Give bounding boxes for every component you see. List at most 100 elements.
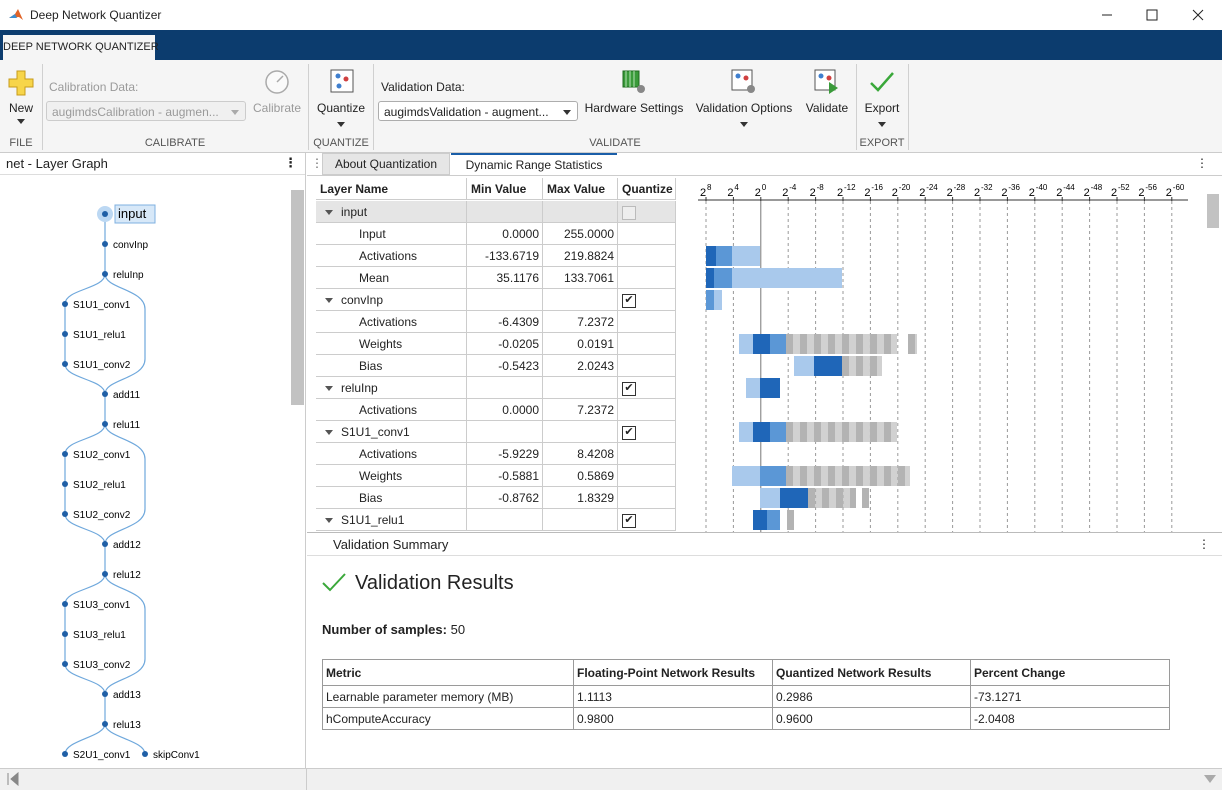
node[interactable]: [62, 481, 68, 487]
heat-cell: [807, 422, 814, 442]
heat-cell: [877, 334, 884, 354]
export-button[interactable]: Export: [864, 101, 900, 115]
heat-cell: [721, 290, 722, 310]
heat-cell: [794, 356, 801, 376]
new-button[interactable]: New: [8, 101, 33, 115]
quantize-checkbox[interactable]: ✔: [622, 514, 636, 528]
maximize[interactable]: [1146, 9, 1158, 21]
tick-exponent: 4: [734, 183, 739, 192]
node[interactable]: [102, 271, 108, 277]
node[interactable]: [102, 391, 108, 397]
node[interactable]: [62, 361, 68, 367]
layer-graph: input convInp reluInp S1U1_conv1 S1U1_relu1 S…: [62, 204, 200, 761]
quantize-button[interactable]: Quantize: [316, 101, 366, 115]
node[interactable]: [102, 241, 108, 247]
table-cell: [467, 289, 543, 311]
node[interactable]: [62, 631, 68, 637]
tab[interactable]: About Quantization: [322, 153, 450, 175]
heat-cell: [780, 488, 787, 508]
quantize-checkbox[interactable]: ✔: [622, 426, 636, 440]
heat-cell: [774, 488, 780, 508]
quantize-checkbox[interactable]: [622, 206, 636, 220]
node-label: S1U1_relu1: [73, 330, 126, 341]
heat-cell: [713, 268, 714, 288]
tick-exponent: 0: [762, 183, 767, 192]
heat-cell: [801, 356, 808, 376]
tick-base: 2: [837, 187, 843, 199]
node[interactable]: [142, 751, 148, 757]
quantize-checkbox[interactable]: ✔: [622, 294, 636, 308]
node[interactable]: [102, 571, 108, 577]
heat-cell: [815, 488, 822, 508]
tab-active[interactable]: Dynamic Range Statistics: [451, 153, 617, 175]
calibrate-button[interactable]: Calibrate: [252, 101, 302, 115]
max-value: 7.2372: [577, 315, 614, 329]
node[interactable]: [62, 601, 68, 607]
quantize-checkbox[interactable]: ✔: [622, 382, 636, 396]
heat-cell: [774, 268, 781, 288]
heat-cell: [767, 268, 774, 288]
graph-edge: [104, 423, 146, 545]
validation-data-dropdown[interactable]: augimdsValidation - augment...: [378, 101, 578, 121]
heat-cell: [739, 246, 746, 266]
validate-button[interactable]: Validate: [805, 101, 849, 115]
panel-menu[interactable]: ⋮: [284, 155, 297, 170]
heat-cell: [746, 268, 753, 288]
panel-menu[interactable]: ⋮: [1198, 537, 1210, 551]
node[interactable]: [62, 451, 68, 457]
tick-exponent: -8: [817, 183, 825, 192]
node[interactable]: [62, 331, 68, 337]
node[interactable]: [62, 661, 68, 667]
tick-exponent: -20: [899, 183, 911, 192]
heat-cell: [784, 334, 786, 354]
node[interactable]: [102, 691, 108, 697]
results-heading: Validation Results: [355, 572, 514, 594]
column-header[interactable]: Max Value: [543, 178, 618, 200]
table-cell: [467, 487, 543, 509]
heat-cell: [793, 422, 800, 442]
separator: [856, 64, 857, 150]
column-header[interactable]: Layer Name: [316, 178, 467, 200]
divider: [306, 768, 307, 790]
table-cell: [316, 377, 467, 399]
result-value: 1.1113: [573, 685, 773, 708]
column-header[interactable]: Quantize: [618, 178, 676, 200]
heat-cell: [898, 466, 905, 486]
heat-cell: [823, 268, 830, 288]
heat-cell: [862, 488, 869, 508]
node[interactable]: [62, 301, 68, 307]
expand-icon[interactable]: [1203, 772, 1217, 786]
tick-exponent: 8: [707, 183, 712, 192]
panel-menu[interactable]: ⋮: [1196, 156, 1208, 170]
max-value: 133.7061: [563, 271, 614, 285]
min-value: -0.5423: [498, 359, 539, 373]
section-label: EXPORT: [859, 137, 905, 149]
separator: [42, 64, 43, 150]
app-tab[interactable]: DEEP NETWORK QUANTIZER: [3, 35, 159, 60]
node[interactable]: [102, 211, 108, 217]
node[interactable]: [102, 421, 108, 427]
result-value: -2.0408: [970, 707, 1170, 730]
tick-exponent: -12: [844, 183, 856, 192]
collapse-icon[interactable]: [6, 772, 20, 786]
node[interactable]: [102, 721, 108, 727]
heat-cell: [835, 334, 842, 354]
column-header[interactable]: Min Value: [467, 178, 543, 200]
heat-cell: [822, 488, 829, 508]
calibration-data-dropdown[interactable]: augimdsCalibration - augmen...: [46, 101, 246, 121]
heat-cell: [800, 334, 807, 354]
heat-cell: [732, 466, 739, 486]
heat-cell: [781, 268, 788, 288]
validation-options-button[interactable]: Validation Options: [695, 101, 793, 115]
node[interactable]: [62, 511, 68, 517]
tick-base: 2: [1029, 187, 1035, 199]
heat-cell: [739, 466, 746, 486]
hardware-settings-button[interactable]: Hardware Settings: [584, 101, 684, 115]
scrollbar-thumb[interactable]: [291, 190, 304, 405]
panel-menu[interactable]: ⋮: [311, 156, 323, 170]
close[interactable]: [1192, 9, 1204, 21]
validate-icon: [814, 69, 838, 94]
node[interactable]: [102, 541, 108, 547]
node[interactable]: [62, 751, 68, 757]
app-icon: [9, 9, 23, 20]
